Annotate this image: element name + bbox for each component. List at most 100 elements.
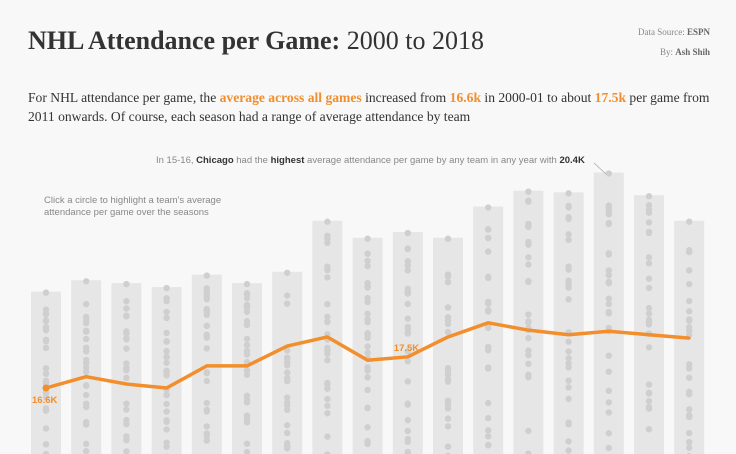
team-dot[interactable] <box>203 406 210 413</box>
team-dot[interactable] <box>284 377 291 385</box>
team-dot[interactable] <box>404 330 411 337</box>
team-dot[interactable] <box>42 289 50 296</box>
team-dot[interactable] <box>605 399 612 406</box>
team-dot[interactable] <box>284 429 291 437</box>
team-dot[interactable] <box>364 424 371 431</box>
team-dot[interactable] <box>645 316 653 324</box>
team-dot[interactable] <box>565 348 572 355</box>
team-dot[interactable] <box>163 426 170 433</box>
team-dot[interactable] <box>284 394 291 401</box>
average-point[interactable] <box>124 382 128 386</box>
team-dot[interactable] <box>203 437 210 444</box>
team-dot[interactable] <box>83 300 90 308</box>
team-dot[interactable] <box>404 348 411 355</box>
team-dot[interactable] <box>485 347 492 354</box>
team-dot[interactable] <box>485 273 492 281</box>
team-dot[interactable] <box>42 425 50 432</box>
average-point[interactable] <box>245 364 249 368</box>
team-dot[interactable] <box>605 300 612 308</box>
team-dot[interactable] <box>525 241 532 248</box>
team-dot[interactable] <box>83 335 90 343</box>
team-dot[interactable] <box>243 335 251 343</box>
team-dot[interactable] <box>243 448 251 454</box>
team-dot[interactable] <box>284 440 291 447</box>
team-dot[interactable] <box>284 422 291 429</box>
team-dot[interactable] <box>123 336 130 343</box>
team-dot[interactable] <box>123 280 130 288</box>
team-dot[interactable] <box>123 400 130 407</box>
team-dot[interactable] <box>364 404 371 412</box>
team-dot[interactable] <box>324 266 331 274</box>
team-dot[interactable] <box>163 353 170 361</box>
team-dot[interactable] <box>686 444 693 451</box>
team-dot[interactable] <box>324 347 331 354</box>
team-dot[interactable] <box>605 324 612 332</box>
average-point[interactable] <box>607 329 611 333</box>
team-dot[interactable] <box>284 300 291 307</box>
team-dot[interactable] <box>565 421 572 428</box>
average-point[interactable] <box>647 333 651 337</box>
team-dot[interactable] <box>324 402 331 410</box>
team-dot[interactable] <box>123 420 130 428</box>
team-dot[interactable] <box>525 427 532 435</box>
team-dot[interactable] <box>686 374 693 381</box>
team-dot[interactable] <box>42 327 50 334</box>
team-dot[interactable] <box>364 310 371 317</box>
team-dot[interactable] <box>525 198 532 205</box>
team-dot[interactable] <box>123 312 130 319</box>
team-dot[interactable] <box>163 329 170 337</box>
team-dot[interactable] <box>485 399 492 407</box>
team-dot[interactable] <box>525 254 532 261</box>
team-dot[interactable] <box>444 304 452 311</box>
team-dot[interactable] <box>324 356 331 364</box>
team-dot[interactable] <box>605 220 612 228</box>
team-dot[interactable] <box>324 433 331 440</box>
team-dot[interactable] <box>565 447 572 454</box>
team-dot[interactable] <box>364 235 371 242</box>
team-dot[interactable] <box>123 364 130 372</box>
team-dot[interactable] <box>404 257 411 265</box>
team-dot[interactable] <box>123 298 130 305</box>
team-dot[interactable] <box>284 354 291 361</box>
team-dot[interactable] <box>83 391 90 399</box>
average-point[interactable] <box>84 375 88 379</box>
team-dot[interactable] <box>444 423 452 430</box>
team-dot[interactable] <box>645 397 653 405</box>
team-dot[interactable] <box>485 234 492 242</box>
team-dot[interactable] <box>605 409 612 416</box>
team-dot[interactable] <box>645 381 653 388</box>
team-dot[interactable] <box>485 226 492 233</box>
team-dot[interactable] <box>42 450 50 454</box>
team-dot[interactable] <box>324 318 331 325</box>
team-dot[interactable] <box>444 376 452 383</box>
team-dot[interactable] <box>605 430 612 437</box>
team-dot[interactable] <box>163 408 170 415</box>
team-dot[interactable] <box>525 347 532 354</box>
team-dot[interactable] <box>243 341 251 349</box>
team-dot[interactable] <box>686 316 693 323</box>
team-dot[interactable] <box>686 406 693 413</box>
team-dot[interactable] <box>444 278 452 286</box>
team-dot[interactable] <box>485 299 492 306</box>
team-dot[interactable] <box>243 392 251 399</box>
team-dot[interactable] <box>243 294 251 302</box>
team-dot[interactable] <box>243 301 251 308</box>
team-dot[interactable] <box>686 413 693 420</box>
team-dot[interactable] <box>42 377 50 384</box>
average-point[interactable] <box>325 335 329 339</box>
team-dot[interactable] <box>565 284 572 291</box>
team-dot[interactable] <box>163 416 170 424</box>
team-dot[interactable] <box>645 405 653 412</box>
team-dot[interactable] <box>42 441 50 448</box>
team-dot[interactable] <box>83 328 90 335</box>
team-dot[interactable] <box>284 445 291 452</box>
team-dot[interactable] <box>163 284 170 292</box>
team-dot[interactable] <box>605 279 612 287</box>
team-dot[interactable] <box>203 345 210 352</box>
team-dot[interactable] <box>525 360 532 368</box>
average-point[interactable] <box>486 321 490 325</box>
team-dot[interactable] <box>444 328 452 336</box>
team-dot[interactable] <box>324 451 331 454</box>
team-dot[interactable] <box>686 218 693 225</box>
team-dot[interactable] <box>645 304 653 312</box>
